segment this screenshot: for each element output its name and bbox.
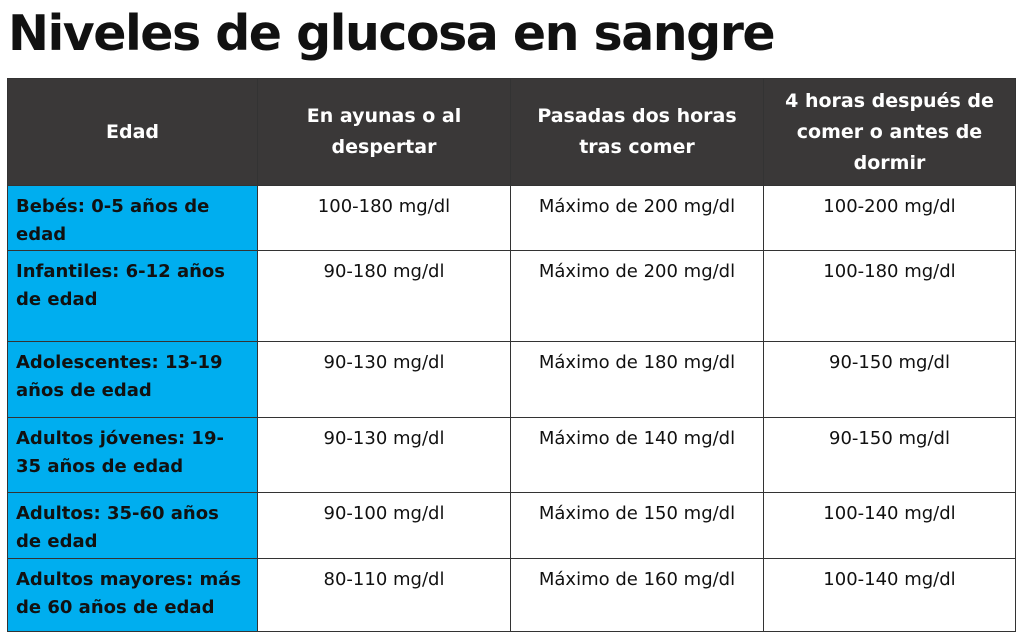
table-row: Adultos jóvenes: 19-35 años de edad 90-1…: [7, 417, 1016, 493]
fasting-cell: 100-180 mg/dl: [257, 185, 511, 251]
header-fasting: En ayunas o al despertar: [257, 78, 511, 186]
two-hours-cell: Máximo de 200 mg/dl: [510, 185, 764, 251]
four-hours-cell: 90-150 mg/dl: [763, 417, 1016, 493]
fasting-cell: 90-130 mg/dl: [257, 341, 511, 418]
age-cell: Infantiles: 6-12 años de edad: [7, 250, 258, 342]
page-title: Niveles de glucosa en sangre: [8, 5, 776, 62]
two-hours-cell: Máximo de 140 mg/dl: [510, 417, 764, 493]
fasting-cell: 80-110 mg/dl: [257, 558, 511, 632]
two-hours-cell: Máximo de 150 mg/dl: [510, 492, 764, 559]
table-row: Adultos mayores: más de 60 años de edad …: [7, 558, 1016, 632]
glucose-levels-table: Edad En ayunas o al despertar Pasadas do…: [7, 78, 1016, 632]
age-cell: Adultos mayores: más de 60 años de edad: [7, 558, 258, 632]
four-hours-cell: 100-180 mg/dl: [763, 250, 1016, 342]
header-four-hours: 4 horas después de comer o antes de dorm…: [763, 78, 1016, 186]
table-row: Bebés: 0-5 años de edad 100-180 mg/dl Má…: [7, 185, 1016, 251]
age-cell: Adolescentes: 13-19 años de edad: [7, 341, 258, 418]
header-age: Edad: [7, 78, 258, 186]
two-hours-cell: Máximo de 180 mg/dl: [510, 341, 764, 418]
two-hours-cell: Máximo de 160 mg/dl: [510, 558, 764, 632]
fasting-cell: 90-180 mg/dl: [257, 250, 511, 342]
four-hours-cell: 100-200 mg/dl: [763, 185, 1016, 251]
fasting-cell: 90-100 mg/dl: [257, 492, 511, 559]
table-header-row: Edad En ayunas o al despertar Pasadas do…: [7, 78, 1016, 186]
fasting-cell: 90-130 mg/dl: [257, 417, 511, 493]
table-row: Adultos: 35-60 años de edad 90-100 mg/dl…: [7, 492, 1016, 559]
four-hours-cell: 100-140 mg/dl: [763, 558, 1016, 632]
four-hours-cell: 90-150 mg/dl: [763, 341, 1016, 418]
age-cell: Adultos: 35-60 años de edad: [7, 492, 258, 559]
two-hours-cell: Máximo de 200 mg/dl: [510, 250, 764, 342]
header-two-hours: Pasadas dos horas tras comer: [510, 78, 764, 186]
age-cell: Bebés: 0-5 años de edad: [7, 185, 258, 251]
four-hours-cell: 100-140 mg/dl: [763, 492, 1016, 559]
age-cell: Adultos jóvenes: 19-35 años de edad: [7, 417, 258, 493]
table-row: Adolescentes: 13-19 años de edad 90-130 …: [7, 341, 1016, 418]
table-row: Infantiles: 6-12 años de edad 90-180 mg/…: [7, 250, 1016, 342]
